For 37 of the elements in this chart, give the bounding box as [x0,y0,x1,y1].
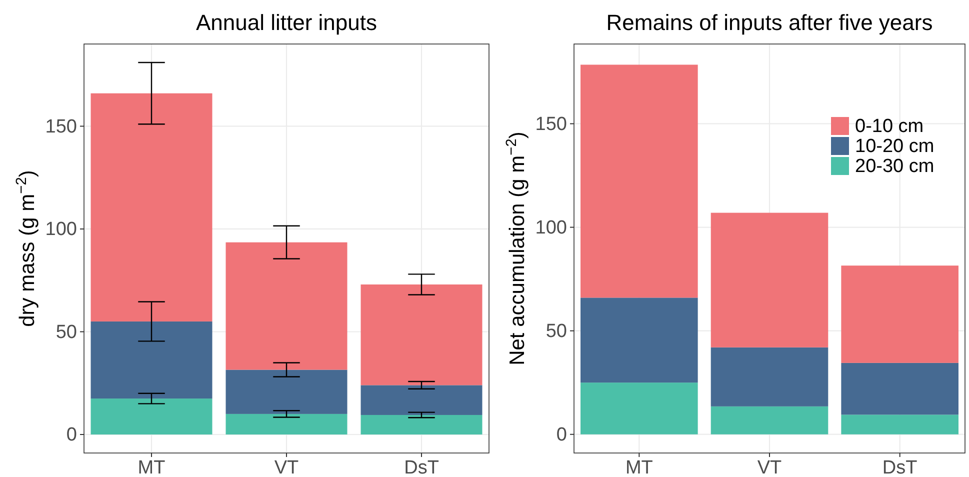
y-tick-label: 50 [56,322,77,343]
bar [710,406,828,434]
bar [841,362,958,415]
bar [360,414,482,434]
x-tick-label: VT [757,457,782,477]
bar [710,212,828,348]
y-tick-label: 100 [45,219,77,240]
y-tick-label: 100 [535,217,567,238]
bar [360,284,482,386]
bar [360,385,482,415]
chart-title: Remains of inputs after five years [606,10,933,35]
chart-title: Annual litter inputs [196,10,377,35]
y-tick-label: 0 [66,424,77,446]
x-tick-label: DsT [404,457,440,477]
y-tick-label: 50 [546,320,567,342]
bar [226,242,348,370]
bar [90,398,212,434]
bar [90,93,212,322]
bar [226,414,348,435]
bar [841,414,958,434]
x-tick-label: MT [625,457,654,477]
bar [580,298,698,383]
bar [580,64,698,298]
legend-label: 10-20 cm [855,136,934,157]
bar [90,321,212,399]
y-tick-label: 150 [45,116,77,138]
legend-label: 20-30 cm [855,156,934,177]
legend-label: 0-10 cm [855,116,924,137]
x-tick-label: DsT [882,457,918,477]
bar [710,347,828,406]
x-tick-label: MT [138,457,166,477]
y-tick-label: 0 [556,424,567,446]
x-tick-label: VT [274,457,300,477]
bar [226,370,348,414]
bar [580,382,698,434]
y-tick-label: 150 [535,114,567,135]
bar [841,266,958,363]
